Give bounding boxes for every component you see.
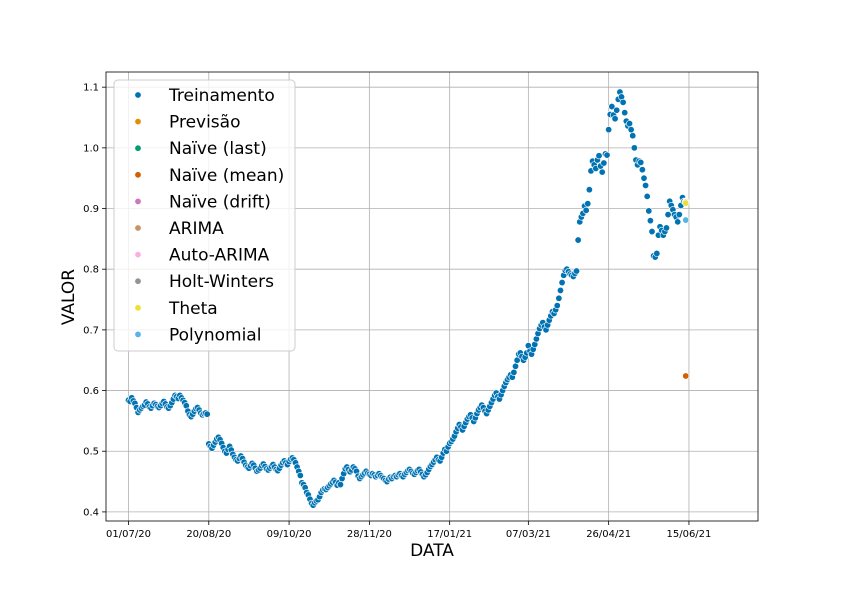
scatter-point	[512, 362, 520, 370]
legend-entry: Naïve (drift)	[169, 192, 271, 212]
scatter-point	[653, 249, 661, 257]
legend-entry: Treinamento	[168, 86, 275, 106]
scatter-point	[630, 144, 638, 152]
legend-marker	[134, 197, 142, 205]
y-tick-label: 0.6	[83, 386, 99, 397]
scatter-point	[646, 217, 654, 225]
y-tick-label: 0.8	[83, 265, 99, 276]
y-tick-label: 1.0	[83, 143, 99, 154]
y-tick-label: 0.5	[83, 447, 99, 458]
legend-marker	[134, 330, 142, 338]
scatter-point	[611, 115, 619, 123]
legend-marker	[134, 91, 142, 99]
x-tick-label: 07/03/21	[506, 529, 551, 540]
scatter-point	[629, 132, 637, 140]
legend-entry: Naïve (last)	[169, 139, 267, 159]
y-tick-label: 1.1	[83, 83, 99, 94]
scatter-point	[662, 224, 670, 232]
y-tick-label: 0.9	[83, 204, 99, 215]
scatter-point	[573, 267, 581, 275]
legend-marker	[134, 118, 142, 126]
scatter-point	[682, 372, 690, 380]
scatter-point	[648, 228, 656, 236]
legend-entry: ARIMA	[169, 219, 224, 239]
scatter-point	[296, 471, 304, 479]
scatter-point	[682, 199, 690, 207]
scatter-point	[621, 109, 629, 117]
scatter-point	[675, 211, 683, 219]
plot-frame	[105, 71, 759, 522]
scatter-point	[553, 302, 561, 310]
x-tick-label: 20/08/20	[186, 529, 231, 540]
legend-marker	[134, 144, 142, 152]
scatter-point	[640, 174, 648, 182]
scatter-point	[627, 126, 635, 134]
scatter-point	[682, 216, 690, 224]
scatter-point	[558, 279, 566, 287]
x-tick-label: 26/04/21	[586, 529, 631, 540]
scatter-point	[643, 192, 651, 200]
scatter-point	[585, 186, 593, 194]
scatter-point	[203, 410, 211, 418]
scatter-point	[664, 211, 672, 219]
scatter-point	[582, 206, 590, 214]
legend-entry: Holt-Winters	[169, 272, 274, 292]
y-tick-label: 0.4	[83, 507, 99, 518]
scatter-point	[555, 294, 563, 302]
x-tick-label: 09/10/20	[267, 529, 312, 540]
scatter-point	[642, 181, 650, 189]
scatter-point	[603, 151, 611, 159]
scatter-point	[574, 236, 582, 244]
scatter-point	[595, 152, 603, 160]
scatter-point	[556, 286, 564, 294]
scatter-point	[645, 207, 653, 215]
axis-ticks: 01/07/20 20/08/20 09/10/20 28/11/20 17/01/21…	[83, 83, 711, 540]
scatter-point	[510, 368, 518, 376]
scatter-point	[600, 159, 608, 167]
scatter-point	[584, 200, 592, 208]
scatter-point	[638, 166, 646, 174]
scatter-point	[336, 481, 344, 489]
x-axis-label: DATA	[410, 541, 454, 561]
x-tick-label: 28/11/20	[347, 529, 392, 540]
x-tick-label: 17/01/21	[427, 529, 472, 540]
legend-marker	[134, 251, 142, 259]
x-tick-label: 15/06/21	[666, 529, 711, 540]
legend-box	[113, 79, 296, 352]
scatter-point	[619, 98, 627, 106]
scatter-point	[613, 106, 621, 114]
scatter-point	[598, 168, 606, 176]
legend-marker	[134, 277, 142, 285]
scatter-point	[626, 120, 634, 128]
legend-marker	[134, 171, 142, 179]
legend-marker	[134, 304, 142, 312]
x-tick-label: 01/07/20	[106, 529, 151, 540]
legend-entry: Polynomial	[169, 325, 261, 345]
legend-entry: Auto-ARIMA	[169, 246, 270, 266]
scatter-point	[637, 158, 645, 166]
y-axis-label: VALOR	[59, 269, 79, 325]
legend-entry: Previsão	[169, 113, 241, 133]
scatter-point	[605, 126, 613, 134]
legend-entry: Theta	[168, 299, 218, 319]
legend-entry: Naïve (mean)	[169, 166, 284, 186]
y-tick-label: 0.7	[83, 325, 99, 336]
legend-marker	[134, 224, 142, 232]
scatter-point	[608, 103, 616, 111]
data-points	[124, 88, 690, 509]
scatter-point	[674, 218, 682, 226]
legend: Treinamento Previsão Naïve (last) Naïve (me…	[113, 79, 296, 352]
